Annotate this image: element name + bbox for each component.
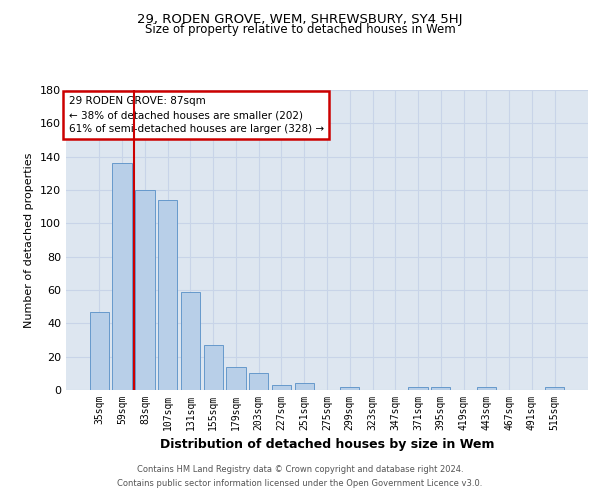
Bar: [295, 384, 314, 390]
Bar: [112, 164, 132, 390]
Bar: [203, 345, 223, 390]
Bar: [158, 200, 178, 390]
Bar: [249, 374, 268, 390]
Bar: [90, 312, 109, 390]
Bar: [226, 366, 245, 390]
X-axis label: Distribution of detached houses by size in Wem: Distribution of detached houses by size …: [160, 438, 494, 452]
Bar: [272, 385, 291, 390]
Text: Size of property relative to detached houses in Wem: Size of property relative to detached ho…: [145, 22, 455, 36]
Bar: [135, 190, 155, 390]
Bar: [409, 386, 428, 390]
Bar: [431, 386, 451, 390]
Text: Contains HM Land Registry data © Crown copyright and database right 2024.
Contai: Contains HM Land Registry data © Crown c…: [118, 466, 482, 487]
Y-axis label: Number of detached properties: Number of detached properties: [25, 152, 34, 328]
Bar: [545, 386, 564, 390]
Text: 29 RODEN GROVE: 87sqm
← 38% of detached houses are smaller (202)
61% of semi-det: 29 RODEN GROVE: 87sqm ← 38% of detached …: [68, 96, 324, 134]
Bar: [181, 292, 200, 390]
Bar: [340, 386, 359, 390]
Bar: [476, 386, 496, 390]
Text: 29, RODEN GROVE, WEM, SHREWSBURY, SY4 5HJ: 29, RODEN GROVE, WEM, SHREWSBURY, SY4 5H…: [137, 12, 463, 26]
